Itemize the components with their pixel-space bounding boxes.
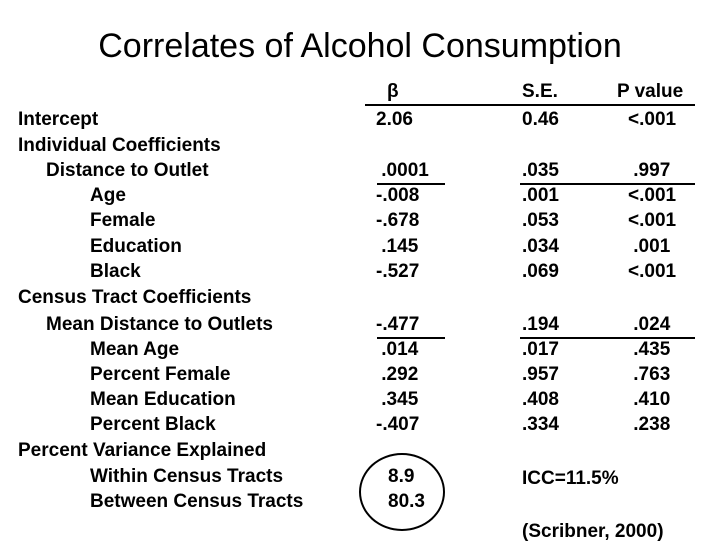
- row-label: Between Census Tracts: [90, 491, 304, 512]
- row-label: Percent Female: [90, 364, 231, 385]
- p-value: <.001: [628, 210, 677, 231]
- se-value: .035: [522, 160, 559, 181]
- p-value: .238: [628, 414, 671, 435]
- se-p-tract-underline: [520, 337, 695, 339]
- row-label: Mean Education: [90, 389, 236, 410]
- row-label: Within Census Tracts: [90, 466, 284, 487]
- se-value: .408: [522, 389, 559, 410]
- row-label: Distance to Outlet: [46, 160, 209, 181]
- se-value: .194: [522, 314, 559, 335]
- row-label: Black: [90, 261, 141, 282]
- p-value: .024: [628, 314, 671, 335]
- se-p-individual-underline: [520, 183, 695, 185]
- beta-value: .345: [376, 389, 419, 410]
- slide-title: Correlates of Alcohol Consumption: [98, 27, 622, 65]
- p-value: .997: [628, 160, 671, 181]
- p-value: .435: [628, 339, 671, 360]
- se-value: .334: [522, 414, 559, 435]
- row-label: Percent Variance Explained: [18, 440, 267, 461]
- p-value: .410: [628, 389, 671, 410]
- se-column-header: S.E.: [522, 81, 558, 102]
- variance-highlight-ellipse: [359, 453, 445, 531]
- row-label: Census Tract Coefficients: [18, 287, 252, 308]
- p-value: .001: [628, 236, 671, 257]
- beta-value: -.527: [376, 261, 420, 282]
- row-label: Education: [90, 236, 182, 257]
- se-value: .017: [522, 339, 559, 360]
- row-label: Percent Black: [90, 414, 216, 435]
- beta-value: -.008: [376, 185, 420, 206]
- beta-value: .145: [376, 236, 419, 257]
- row-label: Intercept: [18, 109, 99, 130]
- beta-value: -.477: [376, 314, 420, 335]
- p-value: <.001: [628, 109, 677, 130]
- row-label: Mean Age: [90, 339, 180, 360]
- beta-tract-underline: [377, 337, 445, 339]
- p-value: <.001: [628, 185, 677, 206]
- beta-value: .014: [376, 339, 419, 360]
- se-value: .034: [522, 236, 559, 257]
- p-value-column-header: P value: [617, 81, 684, 102]
- se-value: .069: [522, 261, 559, 282]
- row-label: Age: [90, 185, 126, 206]
- se-value: .957: [522, 364, 559, 385]
- se-value: .001: [522, 185, 559, 206]
- beta-column-header: β: [387, 81, 399, 102]
- se-value: 0.46: [522, 109, 559, 130]
- header-underline: [365, 104, 695, 106]
- beta-individual-underline: [377, 183, 445, 185]
- icc-note: ICC=11.5%: [522, 468, 619, 489]
- beta-value: -.407: [376, 414, 420, 435]
- p-value: <.001: [628, 261, 677, 282]
- beta-value: .0001: [376, 160, 429, 181]
- p-value: .763: [628, 364, 671, 385]
- row-label: Mean Distance to Outlets: [46, 314, 273, 335]
- se-value: .053: [522, 210, 559, 231]
- row-label: Individual Coefficients: [18, 135, 221, 156]
- beta-value: .292: [376, 364, 419, 385]
- beta-value: 2.06: [376, 109, 413, 130]
- row-label: Female: [90, 210, 156, 231]
- citation: (Scribner, 2000): [522, 521, 664, 542]
- beta-value: -.678: [376, 210, 420, 231]
